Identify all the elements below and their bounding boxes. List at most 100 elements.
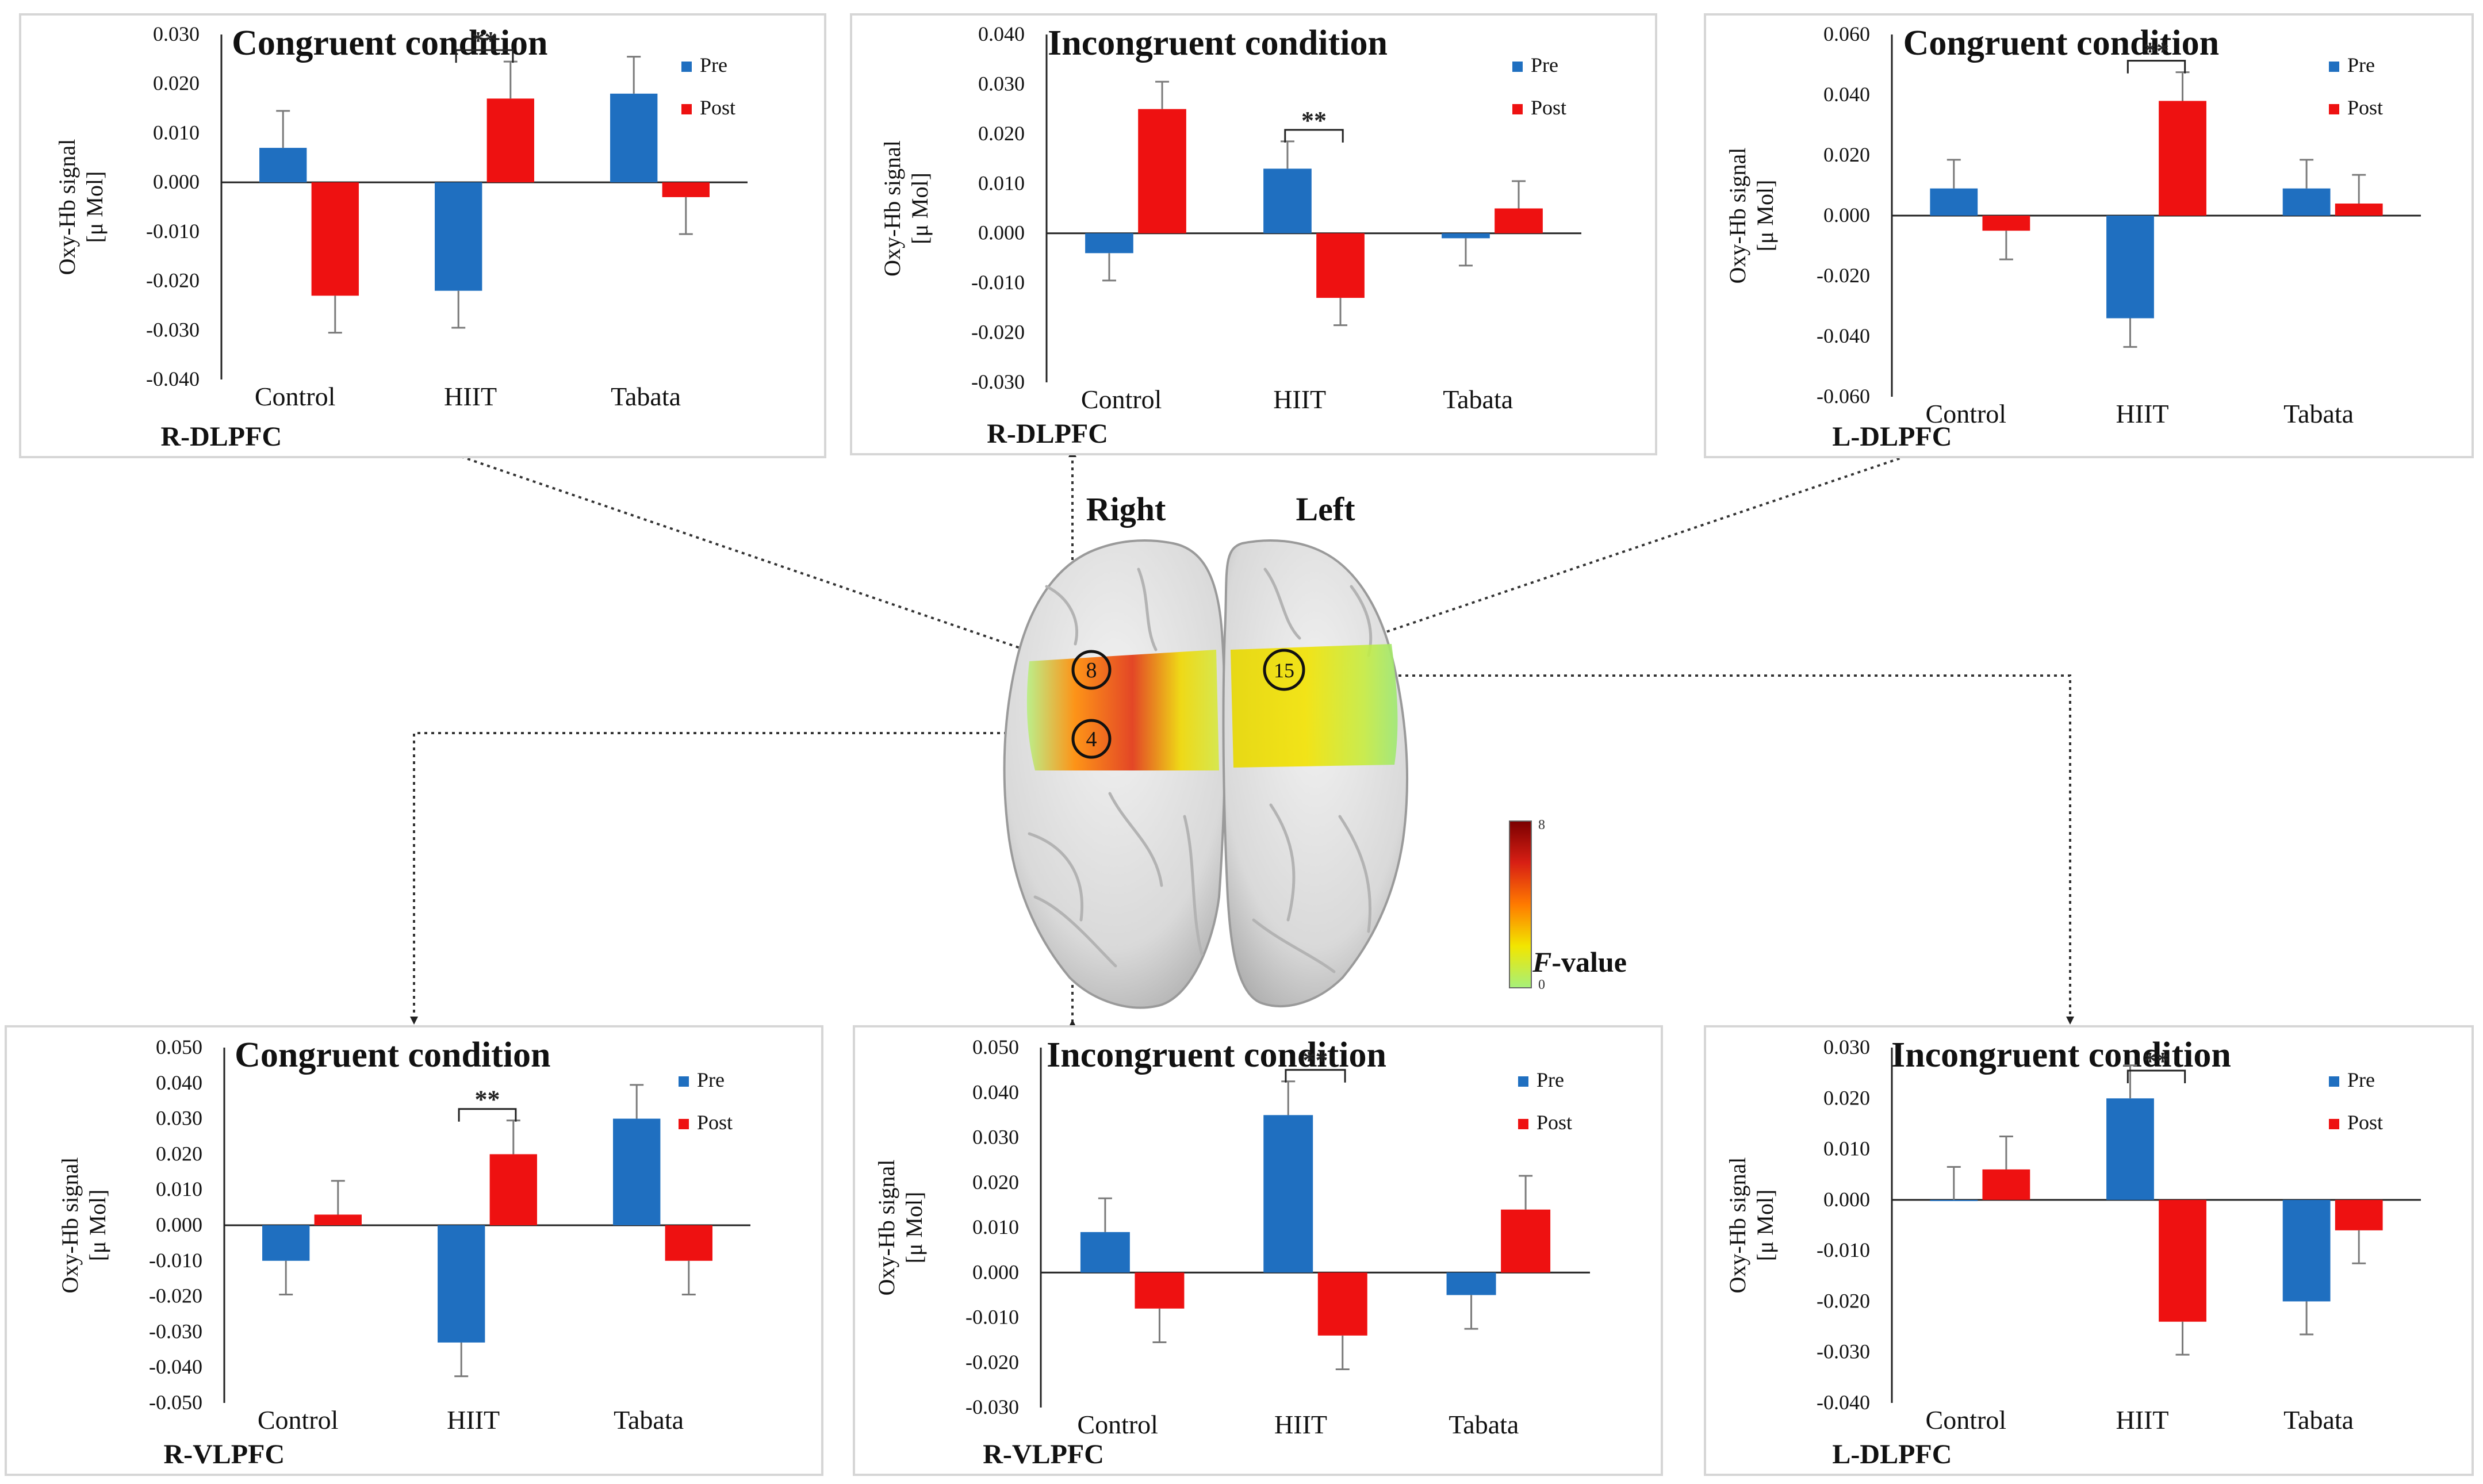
legend-swatch-pre <box>1518 1076 1528 1087</box>
y-tick-label: -0.020 <box>965 1351 1019 1374</box>
bar-post-control <box>311 182 359 296</box>
brain-gyri <box>1028 567 1373 973</box>
colorbar-title: F-value <box>1532 946 1627 978</box>
region-label: R-VLPFC <box>163 1439 285 1470</box>
panel-incongruent-r-dlpfc-top: Incongruent condition 0.040 0.030 0.020 0.01… <box>850 13 1657 455</box>
left-hemisphere <box>1222 539 1409 1007</box>
chart-title: Congruent condition <box>1903 24 2219 63</box>
y-tick-label: -0.030 <box>965 1395 1019 1418</box>
bar-post-tabata <box>2335 204 2383 216</box>
x-category-label: Tabata <box>614 1405 684 1435</box>
y-axis-unit: [μ Mol] <box>85 1190 110 1261</box>
bar-pre-control <box>1930 188 1978 216</box>
y-axis-label: Oxy-Hb signal <box>879 140 905 277</box>
bar-post-hiit <box>2159 1199 2206 1322</box>
y-tick-label: -0.040 <box>146 367 200 390</box>
y-tick-label: 0.020 <box>972 1171 1019 1194</box>
channel-8-label: 8 <box>1086 658 1097 682</box>
x-category-label: HIIT <box>444 382 497 411</box>
bar-post-control <box>1982 1169 2030 1200</box>
bar-pre-hiit <box>438 1225 485 1343</box>
arrow-to-top-left-panel <box>442 448 1085 671</box>
y-tick-label: -0.010 <box>1817 1238 1870 1261</box>
significance-bracket <box>1284 129 1344 143</box>
y-tick-label: -0.010 <box>965 1306 1019 1329</box>
bar-pre-hiit <box>1263 1115 1313 1273</box>
significance-bracket <box>2126 1069 2186 1083</box>
bar-post-hiit <box>486 98 534 183</box>
legend-swatch-post <box>2329 1119 2339 1129</box>
bar-post-hiit <box>1317 1272 1367 1336</box>
panel-frame <box>1704 13 2474 458</box>
chart-title: Congruent condition <box>235 1036 550 1075</box>
right-label: Right <box>1086 490 1166 528</box>
panel-congruent-r-vlpfc-bottom: Congruent condition 0.050 0.040 0.030 0.020 0… <box>5 1025 823 1476</box>
significance-bracket <box>455 49 514 63</box>
panel-frame <box>19 13 826 458</box>
y-tick-label: 0.020 <box>153 72 200 95</box>
y-tick-label: -0.030 <box>1817 1340 1870 1363</box>
channel-15: 15 <box>1263 649 1305 691</box>
x-category-label: Tabata <box>611 382 681 411</box>
y-axis-label: Oxy-Hb signal <box>873 1160 899 1296</box>
y-tick-label: -0.040 <box>1817 324 1870 347</box>
y-tick-label: 0.030 <box>972 1126 1019 1149</box>
x-category-label: Tabata <box>1443 385 1513 414</box>
panel-incongruent-l-dlpfc-bottom: Incongruent condition 0.030 0.020 0.010 0.00… <box>1704 1025 2474 1476</box>
y-tick-label: -0.040 <box>1817 1391 1870 1414</box>
bar-pre-control <box>262 1225 310 1261</box>
bar-pre-control <box>259 148 307 183</box>
y-tick-label: -0.020 <box>971 321 1025 344</box>
bar-post-tabata <box>662 182 710 197</box>
bar-post-hiit <box>2159 101 2206 216</box>
legend-label-pre: Pre <box>700 53 727 76</box>
y-tick-label: 0.000 <box>153 170 200 193</box>
bar-post-control <box>1138 109 1186 233</box>
y-tick-label: 0.020 <box>1823 1086 1870 1109</box>
y-tick-label: -0.040 <box>149 1355 202 1378</box>
bar-post-hiit <box>1316 233 1365 298</box>
significance-label: ** <box>1301 106 1327 135</box>
y-tick-label: 0.040 <box>978 22 1025 45</box>
legend-swatch-pre <box>1512 62 1523 72</box>
y-axis-label: Oxy-Hb signal <box>54 139 80 275</box>
colorbar-max: 8 <box>1538 818 1545 833</box>
x-category-label: Control <box>1926 399 2007 428</box>
y-tick-label: 0.000 <box>1823 204 1870 227</box>
bar-post-tabata <box>665 1225 712 1261</box>
y-tick-label: 0.010 <box>978 171 1025 194</box>
x-category-label: HIIT <box>2116 1405 2168 1435</box>
y-tick-label: 0.020 <box>1823 143 1870 166</box>
y-tick-label: 0.010 <box>1823 1137 1870 1160</box>
y-axis-unit: [μ Mol] <box>901 1192 927 1264</box>
legend-label-post: Post <box>1531 96 1566 119</box>
y-tick-label: -0.020 <box>149 1284 202 1307</box>
x-category-label: Tabata <box>1449 1410 1519 1439</box>
bar-pre-hiit <box>1263 168 1312 233</box>
y-tick-label: 0.000 <box>972 1260 1019 1283</box>
y-tick-label: 0.010 <box>972 1215 1019 1238</box>
legend-swatch-post <box>2329 104 2339 114</box>
panel-frame <box>1704 1025 2474 1476</box>
bar-pre-control <box>1080 1232 1130 1273</box>
x-category-label: Control <box>1926 1405 2007 1435</box>
bar-post-tabata <box>2335 1199 2383 1230</box>
significance-label: ** <box>2144 1047 2169 1075</box>
legend-label-pre: Pre <box>697 1068 725 1091</box>
y-axis-label: Oxy-Hb signal <box>57 1157 83 1294</box>
bar-post-control <box>1982 216 2030 231</box>
activation-right <box>1026 650 1219 770</box>
bar-pre-tabata <box>610 93 658 183</box>
y-tick-label: -0.030 <box>146 318 200 341</box>
legend-label-pre: Pre <box>1531 53 1558 76</box>
y-tick-label: 0.000 <box>156 1213 202 1236</box>
legend-label-post: Post <box>1536 1111 1572 1134</box>
left-label: Left <box>1296 490 1355 528</box>
legend-swatch-pre <box>2329 1076 2339 1087</box>
panel-frame <box>850 13 1657 455</box>
legend-label-pre: Pre <box>2347 1068 2375 1091</box>
y-tick-label: -0.030 <box>971 370 1025 393</box>
x-category-label: HIIT <box>1274 1410 1327 1439</box>
bar-post-hiit <box>489 1154 537 1225</box>
colorbar-min: 0 <box>1538 977 1545 992</box>
